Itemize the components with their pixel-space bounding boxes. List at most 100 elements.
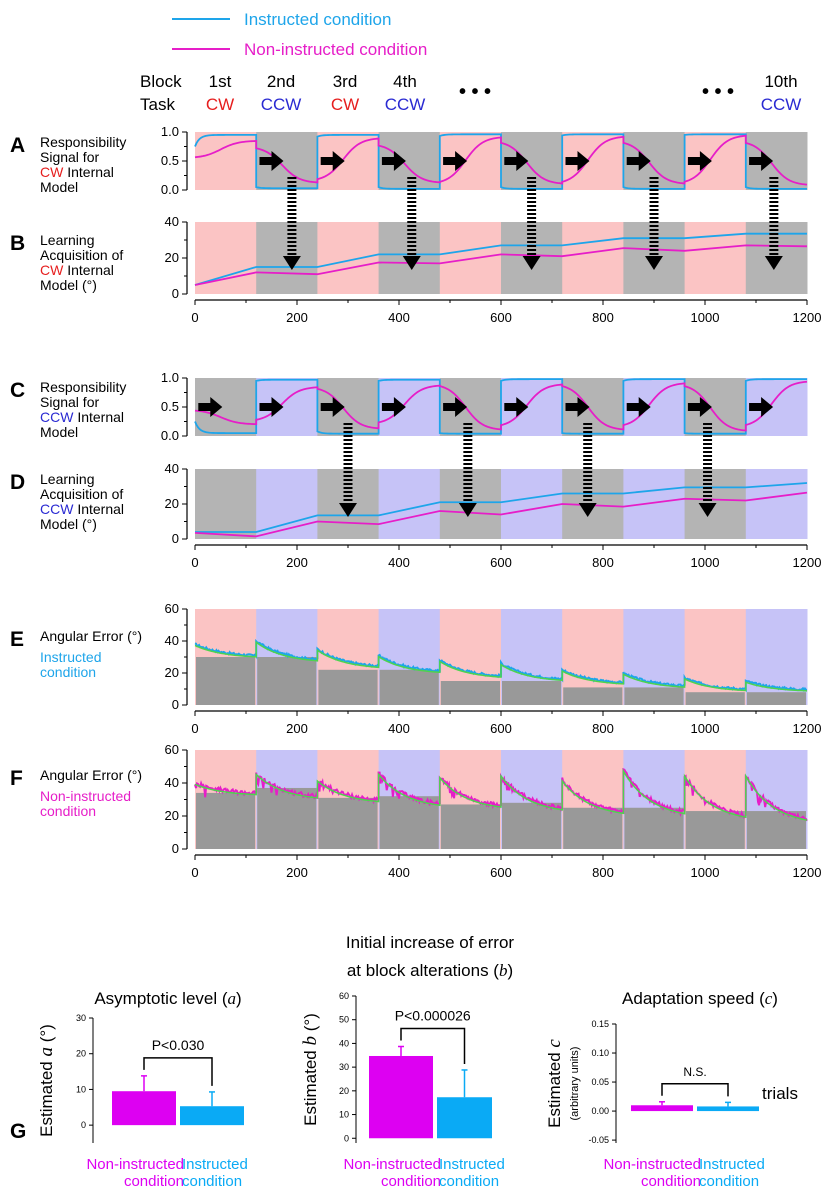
y-tick-label: 40	[165, 775, 179, 790]
block-header: Block Task 1st 2nd 3rd 4th 10th CW CCW C…	[140, 72, 801, 114]
bar-chart-g1: Asymptotic level (a) 0 10 20 30 Estimated a (…	[36, 989, 248, 1188]
y-tick-label: 60	[165, 601, 179, 616]
legend: Instructed condition Non-instructed cond…	[172, 10, 427, 59]
fit-line	[194, 640, 808, 692]
panel-label-line: Acquisition of	[40, 247, 123, 263]
block-name: 4th	[393, 72, 417, 91]
bar	[437, 1097, 492, 1139]
x-tick-label: 400	[388, 555, 410, 570]
legend-instructed-label: Instructed condition	[244, 10, 391, 29]
asymptote-bar	[440, 681, 500, 705]
significance-bracket	[661, 1083, 729, 1097]
x-tick-label: 800	[592, 310, 614, 325]
panel-label-line: CW Internal	[40, 164, 114, 180]
x-tick-label: 400	[388, 310, 410, 325]
dashed-down-arrow	[522, 177, 541, 270]
x-tick-label: 600	[490, 721, 512, 736]
bar	[697, 1106, 759, 1112]
y-tick-label: 40	[165, 214, 179, 229]
bar	[631, 1105, 693, 1112]
task-name: CCW	[761, 95, 802, 114]
asymptote-bar	[257, 657, 317, 705]
asymptote-bar	[257, 787, 317, 849]
panel-f: F Angular Error (°) Non-instructedconditio…	[10, 742, 821, 880]
task-name: CW	[331, 95, 359, 114]
dashed-down-arrow	[645, 177, 663, 270]
panel-letter: F	[10, 767, 23, 790]
right-arrow	[504, 397, 529, 417]
y-tick-label: 0	[172, 286, 179, 301]
significance-bracket	[400, 1027, 466, 1064]
arrow-head	[458, 503, 477, 517]
category-label: Instructed	[699, 1156, 765, 1173]
chart-title: at block alterations (b)	[347, 961, 513, 980]
y-tick-label: 40	[165, 461, 179, 476]
asymptote-bar	[502, 802, 562, 849]
task-name: CCW	[385, 95, 426, 114]
y-tick-label: 60	[339, 991, 349, 1001]
asymptote-bar	[318, 669, 378, 705]
y-tick-label: 20	[165, 250, 179, 265]
bar-chart-g2: Initial increase of error at block altera…	[300, 933, 514, 1188]
asymptote-bar	[685, 811, 745, 849]
series-line	[194, 133, 807, 190]
panel-label-line: Model (°)	[40, 277, 97, 293]
dashed-down-arrow	[282, 177, 301, 270]
panel-label-line: Angular Error (°)	[40, 628, 142, 644]
bar	[180, 1106, 244, 1126]
arrow-head	[522, 256, 541, 270]
y-tick-label: 0.5	[161, 399, 179, 414]
series-line	[194, 378, 807, 435]
panel-label-line: CCW Internal	[40, 501, 124, 517]
x-tick-label: 1200	[793, 555, 822, 570]
panel-label-line: Signal for	[40, 149, 99, 165]
asymptote-bar	[624, 687, 684, 705]
y-tick-label: 1.0	[161, 124, 179, 139]
block-background	[195, 469, 257, 539]
panel-letter: D	[10, 471, 25, 494]
dashed-down-arrow	[578, 423, 597, 517]
y-tick-label: 0.15	[591, 1019, 609, 1029]
panel-label-line: Model (°)	[40, 516, 97, 532]
right-arrow	[320, 397, 345, 417]
x-tick-label: 400	[388, 721, 410, 736]
x-tick-label: 1200	[793, 721, 822, 736]
y-tick-label: 0.0	[161, 428, 179, 443]
x-tick-label: 200	[286, 721, 308, 736]
block-name: 10th	[764, 72, 797, 91]
right-arrow	[259, 151, 284, 171]
arrow-head	[402, 256, 421, 270]
x-tick-label: 1000	[691, 865, 720, 880]
y-tick-label: 20	[165, 665, 179, 680]
y-tick-label: 20	[165, 496, 179, 511]
y-tick-label: 1.0	[161, 370, 179, 385]
right-arrow	[749, 151, 774, 171]
y-tick-label: 0	[81, 1120, 86, 1130]
y-tick-label: 60	[165, 742, 179, 757]
y-tick-label: 20	[339, 1086, 349, 1096]
arrow-annotations	[198, 151, 783, 517]
y-tick-label: 0	[172, 531, 179, 546]
x-axis-title: trials	[762, 1084, 798, 1103]
right-arrow	[565, 397, 590, 417]
x-tick-label: 200	[286, 310, 308, 325]
right-arrow	[259, 397, 284, 417]
panel-g-bar-charts: Asymptotic level (a) 0 10 20 30 Estimated a (…	[36, 933, 778, 1188]
arrow-head	[698, 503, 717, 517]
x-tick-label: 800	[592, 865, 614, 880]
y-tick-label: 0.00	[591, 1106, 609, 1116]
block-name: 1st	[209, 72, 232, 91]
y-tick-label: 20	[165, 808, 179, 823]
block-background	[684, 222, 747, 294]
block-name: 3rd	[333, 72, 358, 91]
fit-line	[194, 768, 808, 821]
y-tick-label: 40	[339, 1038, 349, 1048]
asymptote-bar	[318, 797, 378, 849]
category-label: Non-instructed	[603, 1156, 701, 1173]
asymptote-bar	[196, 792, 256, 849]
panel-letter: A	[10, 134, 25, 157]
x-tick-label: 800	[592, 721, 614, 736]
